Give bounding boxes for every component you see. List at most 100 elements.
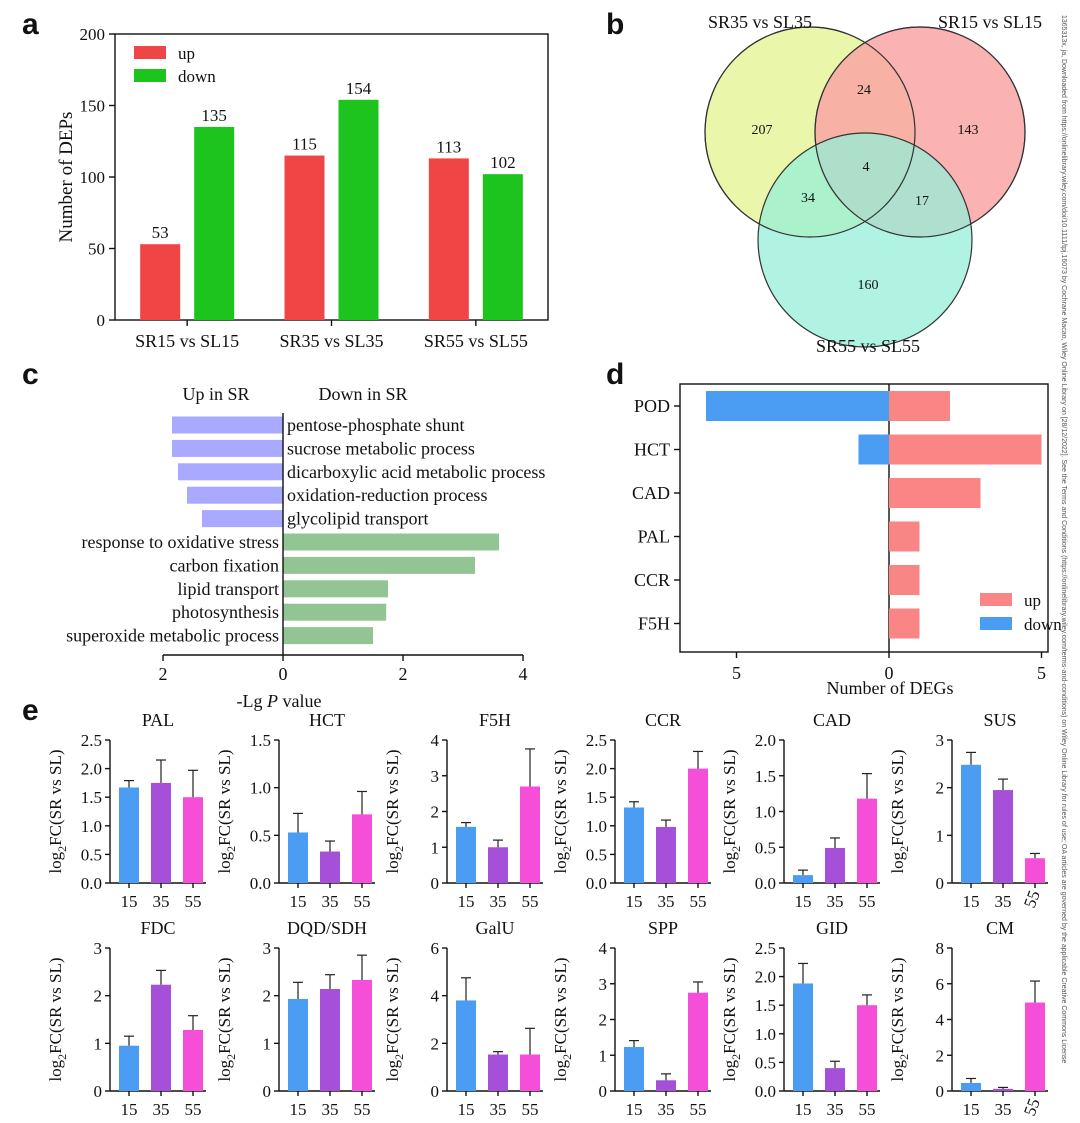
y-axis-title-sub: 2 <box>224 846 238 852</box>
venn-set-label: SR55 vs SL55 <box>816 336 920 356</box>
y-tick-label: 6 <box>431 939 440 958</box>
y-tick-label: 4 <box>936 1011 945 1030</box>
y-tick-label: 2 <box>936 1046 945 1065</box>
subplot-title: DQD/SDH <box>287 918 367 938</box>
go-term-label: oxidation-reduction process <box>287 485 487 505</box>
x-tick-label: 15 <box>458 1100 475 1119</box>
x-tick-label: 55 <box>859 892 876 911</box>
y-axis-title-log: log <box>551 851 570 873</box>
bar-up <box>889 434 1042 465</box>
y-axis-title-sub: 2 <box>897 846 911 852</box>
go-term-label: pentose-phosphate shunt <box>287 415 464 435</box>
y-axis-title-sub: 2 <box>729 1054 743 1060</box>
go-term-bar <box>172 416 283 434</box>
y-tick-label: 0 <box>431 1082 440 1101</box>
bar-up <box>889 521 920 552</box>
bar-15 <box>456 826 476 883</box>
y-tick-label: 2 <box>431 803 440 822</box>
y-tick-label: 0.0 <box>250 874 271 893</box>
y-axis-title-log: log <box>888 851 907 873</box>
x-tick-label: 35 <box>827 1100 844 1119</box>
legend-label-up: up <box>1024 591 1041 610</box>
y-tick-label: 1.5 <box>755 996 776 1015</box>
go-term-bar <box>283 580 388 598</box>
y-tick-label: 0 <box>936 1082 945 1101</box>
bar-value-label: 113 <box>436 137 461 156</box>
venn-count-ab: 24 <box>857 83 871 98</box>
y-axis-title-log: log <box>215 1059 234 1081</box>
y-axis-title-sub: 2 <box>392 1054 406 1060</box>
y-tick-label: 0 <box>94 1082 103 1101</box>
x-tick-label: 55 <box>185 1100 202 1119</box>
panel-c-go-enrichment: Up in SR Down in SR pentose-phosphate shun… <box>66 384 545 711</box>
bar-15 <box>793 875 813 883</box>
bar-35 <box>151 984 171 1091</box>
go-term-bar <box>178 463 283 481</box>
y-axis-title-sub: 2 <box>55 1054 69 1060</box>
bar-15 <box>288 832 308 883</box>
y-tick-label: 4 <box>431 987 440 1006</box>
y-tick-label: 8 <box>936 939 945 958</box>
x-tick-label: 35 <box>995 1100 1012 1119</box>
y-tick-label: 2.5 <box>755 939 776 958</box>
bar-55 <box>688 768 708 883</box>
bar-up <box>889 478 981 508</box>
bar-down <box>194 126 235 320</box>
y-axis-title-fc: FC(SR vs SL) <box>215 749 234 845</box>
venn-count-bc: 17 <box>915 194 929 209</box>
y-axis-title-log: log <box>46 851 65 873</box>
go-term-label: lipid transport <box>178 579 280 599</box>
bar-35 <box>151 782 171 883</box>
y-tick-label: 1.5 <box>586 788 607 807</box>
y-axis-title: log2FC(SR vs SL) <box>46 957 69 1081</box>
venn-count-ac: 34 <box>801 191 815 206</box>
bar-55 <box>352 979 372 1091</box>
bar-35 <box>825 1068 845 1091</box>
bar-value-label: 154 <box>346 79 372 98</box>
x-category-label: SR15 vs SL15 <box>135 331 239 351</box>
y-axis-title: log2FC(SR vs SL) <box>888 957 911 1081</box>
bar-value-label: 115 <box>292 135 317 154</box>
bar-35 <box>656 1080 676 1091</box>
go-term-bar <box>283 627 373 645</box>
y-tick-label: 1.5 <box>81 788 102 807</box>
y-tick-label: 2 <box>599 1011 608 1030</box>
plot-frame <box>679 383 1049 653</box>
y-tick-label: 3 <box>263 939 272 958</box>
subplot-title: SPP <box>648 918 678 938</box>
subplot-title: CAD <box>813 710 851 730</box>
bar-down <box>482 174 523 320</box>
bar-35 <box>488 1054 508 1091</box>
y-tick-label: 1 <box>431 838 440 857</box>
x-tick-label: 15 <box>795 1100 812 1119</box>
y-axis-title-fc: FC(SR vs SL) <box>720 957 739 1053</box>
go-term-label: response to oxidative stress <box>82 532 279 552</box>
x-tick-label: 0 <box>279 664 288 684</box>
x-category-label: SR35 vs SL35 <box>279 331 383 351</box>
bar-55 <box>520 1054 540 1091</box>
y-axis-title: log2FC(SR vs SL) <box>215 749 238 873</box>
legend-label-down: down <box>178 67 216 86</box>
x-axis-title-italic: P <box>266 691 278 711</box>
y-tick-label: 1.0 <box>755 803 776 822</box>
x-tick-label: 35 <box>827 892 844 911</box>
panel-d-label: d <box>606 358 624 391</box>
subplot-title: FDC <box>140 918 175 938</box>
legend-swatch-up <box>980 593 1012 606</box>
bar-35 <box>656 826 676 883</box>
bar-15 <box>119 1045 139 1091</box>
y-axis-title-sub: 2 <box>55 846 69 852</box>
venn-set-label: SR35 vs SL35 <box>708 12 812 32</box>
x-tick-label: 5 <box>732 663 741 683</box>
bar-35 <box>993 790 1013 883</box>
y-tick-label: 0.5 <box>81 845 102 864</box>
bar-up <box>889 391 950 421</box>
go-term-label: photosynthesis <box>172 602 279 622</box>
bar-55 <box>183 1029 203 1091</box>
header-up-in-sr: Up in SR <box>182 384 249 404</box>
y-tick-label: 0.5 <box>755 838 776 857</box>
bar-35 <box>825 847 845 883</box>
x-tick-label: 35 <box>322 1100 339 1119</box>
bar-down <box>706 391 889 421</box>
